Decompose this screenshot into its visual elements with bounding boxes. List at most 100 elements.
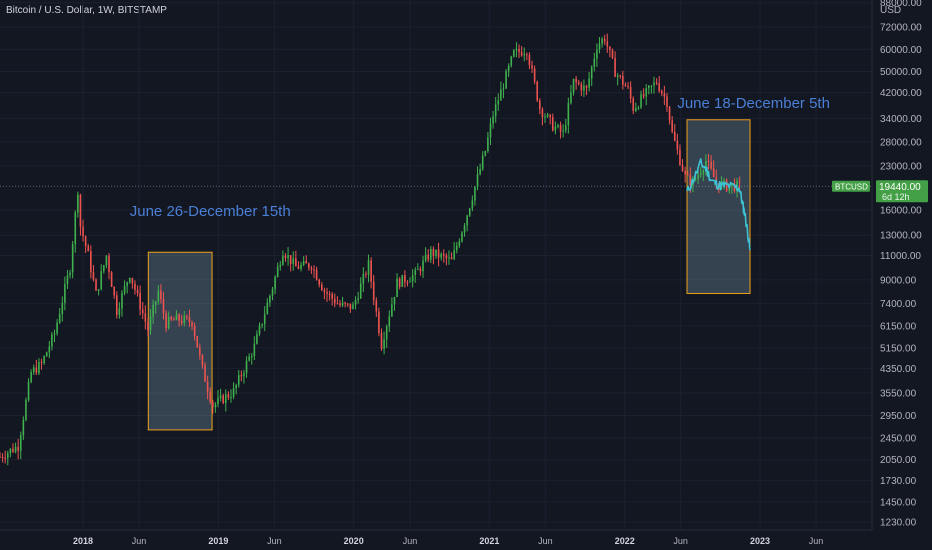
highlight-box: [686, 119, 751, 294]
candle-body: [261, 323, 263, 326]
candle-body: [170, 317, 173, 320]
candle-body: [463, 225, 466, 233]
candle-body: [637, 107, 640, 109]
candle-body: [590, 66, 593, 79]
candle-body: [541, 109, 544, 118]
candle-body: [383, 339, 385, 349]
candle-body: [40, 362, 43, 364]
candle-body: [598, 43, 601, 50]
price-axis-bg: [872, 0, 932, 550]
candle-body: [419, 269, 422, 272]
candle-body: [619, 75, 622, 77]
candle-body: [367, 260, 370, 275]
candle-body: [422, 260, 424, 272]
candle-body: [518, 48, 520, 53]
candle-body: [199, 347, 201, 355]
candle-body: [318, 279, 321, 285]
candle-body: [510, 56, 513, 66]
candle-body: [175, 314, 178, 321]
candle-body: [365, 273, 367, 275]
candle-body: [243, 373, 245, 377]
candle-body: [180, 320, 183, 324]
candle-body: [38, 362, 40, 374]
candle-body: [681, 164, 684, 171]
price-axis-labels[interactable]: 88000.00 72000.00 60000.00 50000.00 42000.00…: [880, 0, 922, 528]
candle-body: [414, 269, 417, 276]
time-tick-label: Jun: [809, 536, 824, 546]
candle-body: [58, 314, 61, 323]
candle-body: [471, 200, 474, 209]
candle-body: [173, 319, 175, 321]
candle-body: [533, 68, 536, 82]
candle-body: [250, 356, 253, 358]
candle-body: [66, 275, 69, 285]
candle-body: [588, 78, 590, 88]
candle-body: [404, 275, 406, 283]
candle-body: [359, 283, 362, 299]
candle-body: [0, 456, 1, 458]
candle-body: [624, 84, 627, 87]
candle-body: [12, 448, 14, 452]
candle-body: [121, 293, 123, 309]
date-range-boxes: [147, 119, 751, 431]
candle-body: [710, 161, 712, 169]
candle-body: [147, 321, 149, 331]
candle-body: [388, 316, 391, 327]
candle-body: [154, 301, 157, 305]
candle-body: [1, 456, 4, 459]
candle-body: [310, 267, 313, 270]
candle-body: [64, 284, 66, 303]
candle-body: [660, 91, 663, 94]
price-tick-label: 5150.00: [880, 343, 917, 354]
ticker-badge: [832, 180, 870, 192]
candle-body: [697, 174, 699, 179]
price-tick-label: 34000.00: [880, 114, 922, 125]
candle-body: [645, 88, 648, 97]
candle-body: [632, 98, 635, 111]
candle-body: [398, 278, 401, 287]
candle-body: [549, 114, 551, 118]
candle-body: [546, 114, 549, 117]
range-annotation: June 26-December 15th: [130, 203, 291, 220]
time-tick-label: 2022: [615, 536, 635, 546]
candle-body: [437, 249, 440, 258]
candle-body: [562, 130, 564, 132]
candle-body: [321, 284, 323, 291]
candle-body: [458, 241, 461, 246]
ticker-label: BTCUSD: [835, 182, 868, 191]
candle-body: [513, 50, 515, 57]
candle-body: [372, 281, 375, 301]
candle-body: [622, 76, 624, 85]
candle-body: [6, 453, 9, 459]
candle-body: [56, 322, 58, 334]
candle-body: [435, 249, 437, 257]
candle-body: [274, 276, 276, 289]
candle-body: [279, 264, 282, 267]
candle-body: [455, 245, 458, 251]
candle-body: [82, 226, 84, 237]
candle-body: [333, 298, 336, 304]
candle-body: [585, 85, 588, 88]
price-tick-label: 9000.00: [880, 275, 917, 286]
candle-body: [531, 65, 533, 69]
candle-body: [448, 257, 450, 259]
candle-body: [461, 232, 463, 242]
candle-body: [100, 271, 103, 290]
candle-body: [401, 275, 404, 287]
candle-body: [528, 54, 531, 66]
time-axis-labels[interactable]: 2018 Jun 2019 Jun 2020 Jun 2021 Jun 2022 Jun 2023 J…: [73, 536, 823, 546]
candle-body: [580, 84, 583, 91]
candle-body: [217, 397, 219, 404]
candle-body: [292, 258, 295, 264]
candle-body: [723, 180, 725, 182]
candle-body: [144, 313, 147, 322]
candle-body: [567, 102, 570, 126]
candle-body: [141, 309, 144, 314]
candle-body: [453, 250, 455, 260]
candle-body: [427, 254, 430, 260]
candle-body: [500, 89, 502, 101]
candle-body: [61, 302, 64, 315]
candle-body: [520, 52, 523, 56]
candle-body: [684, 170, 686, 175]
